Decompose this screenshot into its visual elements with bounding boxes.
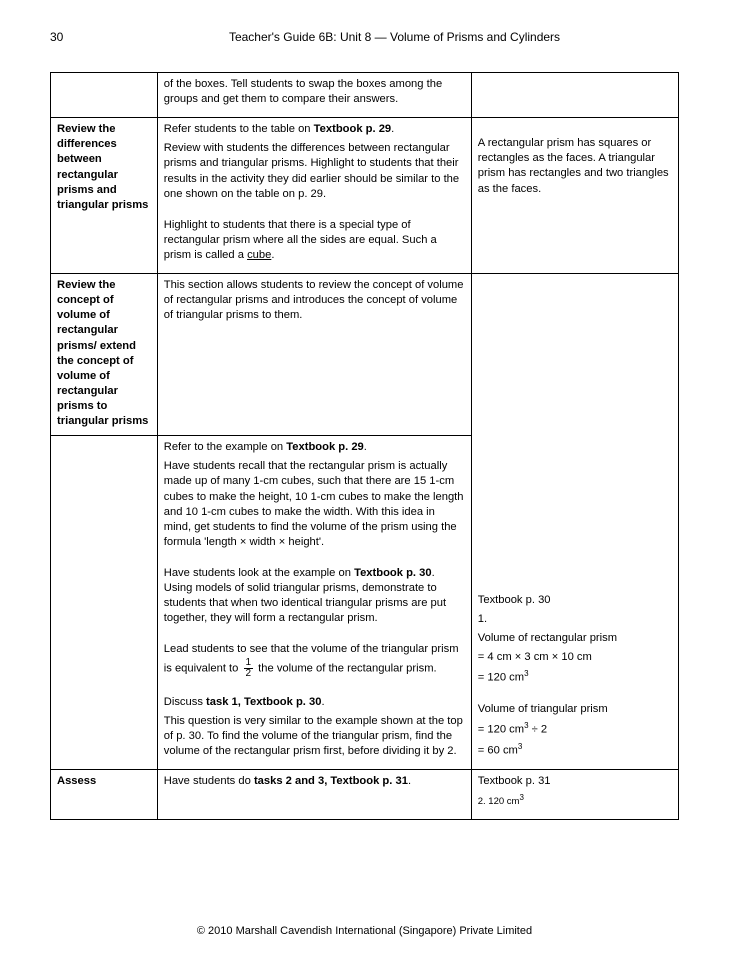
paragraph: A rectangular prism has squares or recta… <box>478 136 672 196</box>
fraction-den: 2 <box>244 669 254 679</box>
superscript: 3 <box>519 793 523 802</box>
paragraph: Refer students to the table on Textbook … <box>164 122 465 137</box>
notes-cell <box>471 274 678 436</box>
notes-cell: Textbook p. 31 2. 120 cm3 <box>471 769 678 819</box>
content-cell: Have students do tasks 2 and 3, Textbook… <box>157 769 471 819</box>
paragraph: Have students do tasks 2 and 3, Textbook… <box>164 774 465 789</box>
text-bold: Textbook p. 29 <box>286 441 364 453</box>
paragraph: Lead students to see that the volume of … <box>164 642 465 678</box>
label-cell <box>51 73 158 118</box>
content-cell: Refer to the example on Textbook p. 29. … <box>157 436 471 770</box>
page-header: 30 Teacher's Guide 6B: Unit 8 — Volume o… <box>50 30 679 44</box>
text: Have students do <box>164 775 254 787</box>
text: = 60 cm <box>478 745 518 757</box>
table-row: Review the concept of volume of rectangu… <box>51 274 679 436</box>
text-bold: task 1, Textbook p. 30 <box>206 696 321 708</box>
label-cell: Assess <box>51 769 158 819</box>
text: ÷ 2 <box>529 724 548 736</box>
text: Highlight to students that there is a sp… <box>164 219 437 261</box>
paragraph: Refer to the example on Textbook p. 29. <box>164 440 465 455</box>
superscript: 3 <box>518 742 522 751</box>
paragraph: 1. <box>478 612 672 627</box>
table-row: Review the differences between rectangul… <box>51 118 679 274</box>
text: . <box>271 249 274 261</box>
content-cell: This section allows students to review t… <box>157 274 471 436</box>
text-underline: cube <box>247 249 271 261</box>
paragraph: Textbook p. 31 <box>478 774 672 789</box>
text-bold: Textbook p. 29 <box>314 123 392 135</box>
text: 2. 120 cm <box>478 796 520 807</box>
paragraph: Review with students the differences bet… <box>164 141 465 201</box>
content-cell: of the boxes. Tell students to swap the … <box>157 73 471 118</box>
text: . <box>321 696 324 708</box>
paragraph: 2. 120 cm3 <box>478 793 672 809</box>
paragraph: = 120 cm3 <box>478 669 672 686</box>
paragraph: Textbook p. 30 <box>478 593 672 608</box>
fraction-num: 1 <box>244 658 254 669</box>
text-bold: Textbook p. 30 <box>354 567 432 579</box>
paragraph: Highlight to students that there is a sp… <box>164 218 465 263</box>
paragraph: = 4 cm × 3 cm × 10 cm <box>478 650 672 665</box>
text: Refer to the example on <box>164 441 287 453</box>
header-title: Teacher's Guide 6B: Unit 8 — Volume of P… <box>110 30 679 44</box>
label-cell <box>51 436 158 770</box>
text-bold: tasks 2 and 3, Textbook p. 31 <box>254 775 408 787</box>
table-row: Refer to the example on Textbook p. 29. … <box>51 436 679 770</box>
text: = 120 cm <box>478 724 524 736</box>
text: Discuss <box>164 696 206 708</box>
paragraph: This question is very similar to the exa… <box>164 714 465 759</box>
text: the volume of the rectangular prism. <box>255 662 437 674</box>
paragraph: Discuss task 1, Textbook p. 30. <box>164 695 465 710</box>
text: Refer students to the table on <box>164 123 314 135</box>
paragraph: Volume of triangular prism <box>478 702 672 717</box>
paragraph: = 60 cm3 <box>478 742 672 759</box>
paragraph: of the boxes. Tell students to swap the … <box>164 77 465 107</box>
paragraph: = 120 cm3 ÷ 2 <box>478 721 672 738</box>
page: 30 Teacher's Guide 6B: Unit 8 — Volume o… <box>0 0 729 959</box>
lesson-table: of the boxes. Tell students to swap the … <box>50 72 679 820</box>
text: = 120 cm <box>478 672 524 684</box>
footer-copyright: © 2010 Marshall Cavendish International … <box>0 925 729 937</box>
text: . <box>364 441 367 453</box>
paragraph: This section allows students to review t… <box>164 278 465 323</box>
table-row: Assess Have students do tasks 2 and 3, T… <box>51 769 679 819</box>
fraction: 12 <box>244 658 254 679</box>
notes-cell: A rectangular prism has squares or recta… <box>471 118 678 274</box>
text: . <box>391 123 394 135</box>
text: Have students look at the example on <box>164 567 354 579</box>
superscript: 3 <box>524 669 528 678</box>
paragraph: Have students look at the example on Tex… <box>164 566 465 626</box>
label-cell: Review the differences between rectangul… <box>51 118 158 274</box>
text: . <box>408 775 411 787</box>
paragraph: Have students recall that the rectangula… <box>164 459 465 550</box>
table-row: of the boxes. Tell students to swap the … <box>51 73 679 118</box>
page-number: 30 <box>50 30 110 44</box>
notes-cell <box>471 73 678 118</box>
notes-cell: Textbook p. 30 1. Volume of rectangular … <box>471 436 678 770</box>
content-cell: Refer students to the table on Textbook … <box>157 118 471 274</box>
paragraph: Volume of rectangular prism <box>478 631 672 646</box>
label-cell: Review the concept of volume of rectangu… <box>51 274 158 436</box>
